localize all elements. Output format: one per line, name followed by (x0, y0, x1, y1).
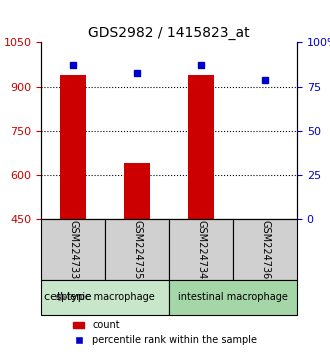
FancyBboxPatch shape (169, 219, 233, 280)
Text: intestinal macrophage: intestinal macrophage (178, 292, 288, 302)
Text: GSM224733: GSM224733 (68, 220, 78, 279)
Legend: count, percentile rank within the sample: count, percentile rank within the sample (69, 316, 261, 349)
FancyBboxPatch shape (169, 280, 297, 315)
FancyBboxPatch shape (105, 219, 169, 280)
FancyBboxPatch shape (41, 219, 105, 280)
Text: cell type: cell type (45, 292, 92, 302)
FancyBboxPatch shape (233, 219, 297, 280)
Bar (188, 75, 214, 219)
Bar (124, 163, 150, 219)
Text: GSM224735: GSM224735 (132, 220, 142, 279)
Text: splenic macrophage: splenic macrophage (56, 292, 154, 302)
Text: GSM224734: GSM224734 (196, 220, 206, 279)
Title: GDS2982 / 1415823_at: GDS2982 / 1415823_at (88, 26, 250, 40)
FancyBboxPatch shape (41, 280, 169, 315)
Text: GSM224736: GSM224736 (260, 220, 270, 279)
Bar (60, 75, 86, 219)
